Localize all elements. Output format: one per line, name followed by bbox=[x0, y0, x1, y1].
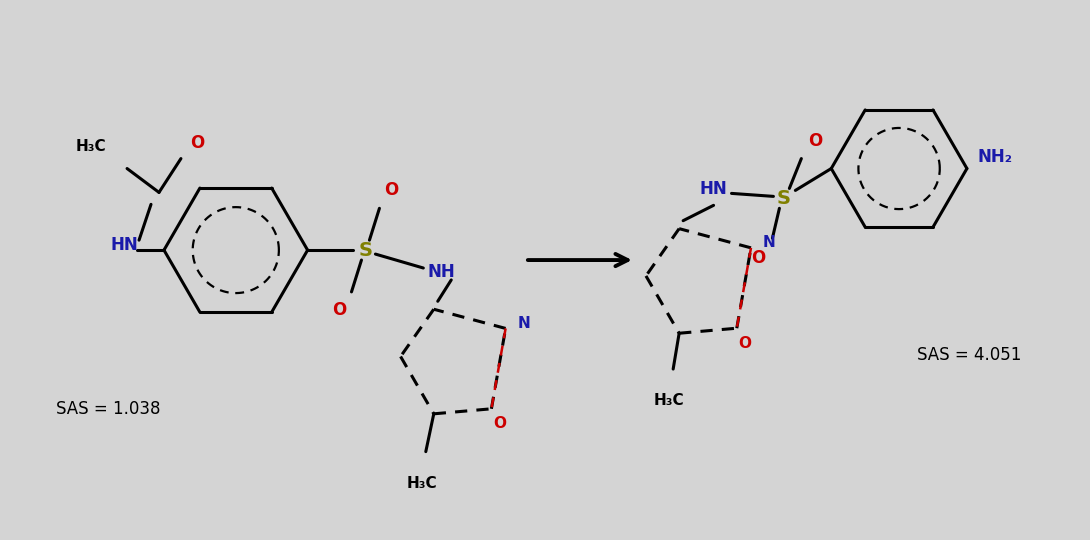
Text: HN: HN bbox=[110, 236, 138, 254]
Text: S: S bbox=[776, 189, 790, 208]
Text: O: O bbox=[808, 132, 823, 150]
Text: N: N bbox=[517, 316, 530, 331]
Text: SAS = 4.051: SAS = 4.051 bbox=[917, 346, 1021, 363]
Text: O: O bbox=[332, 301, 347, 319]
Text: O: O bbox=[190, 134, 204, 152]
Text: O: O bbox=[751, 249, 765, 267]
Text: H₃C: H₃C bbox=[76, 139, 107, 154]
Text: S: S bbox=[359, 241, 373, 260]
Text: N: N bbox=[763, 235, 775, 251]
Text: SAS = 1.038: SAS = 1.038 bbox=[57, 400, 160, 418]
Text: NH: NH bbox=[427, 263, 456, 281]
Text: H₃C: H₃C bbox=[407, 476, 437, 491]
Text: H₃C: H₃C bbox=[654, 393, 685, 408]
Text: O: O bbox=[493, 416, 506, 431]
Text: O: O bbox=[738, 336, 751, 350]
Text: NH₂: NH₂ bbox=[978, 147, 1013, 166]
Text: O: O bbox=[385, 181, 399, 199]
Text: HN: HN bbox=[700, 180, 727, 198]
